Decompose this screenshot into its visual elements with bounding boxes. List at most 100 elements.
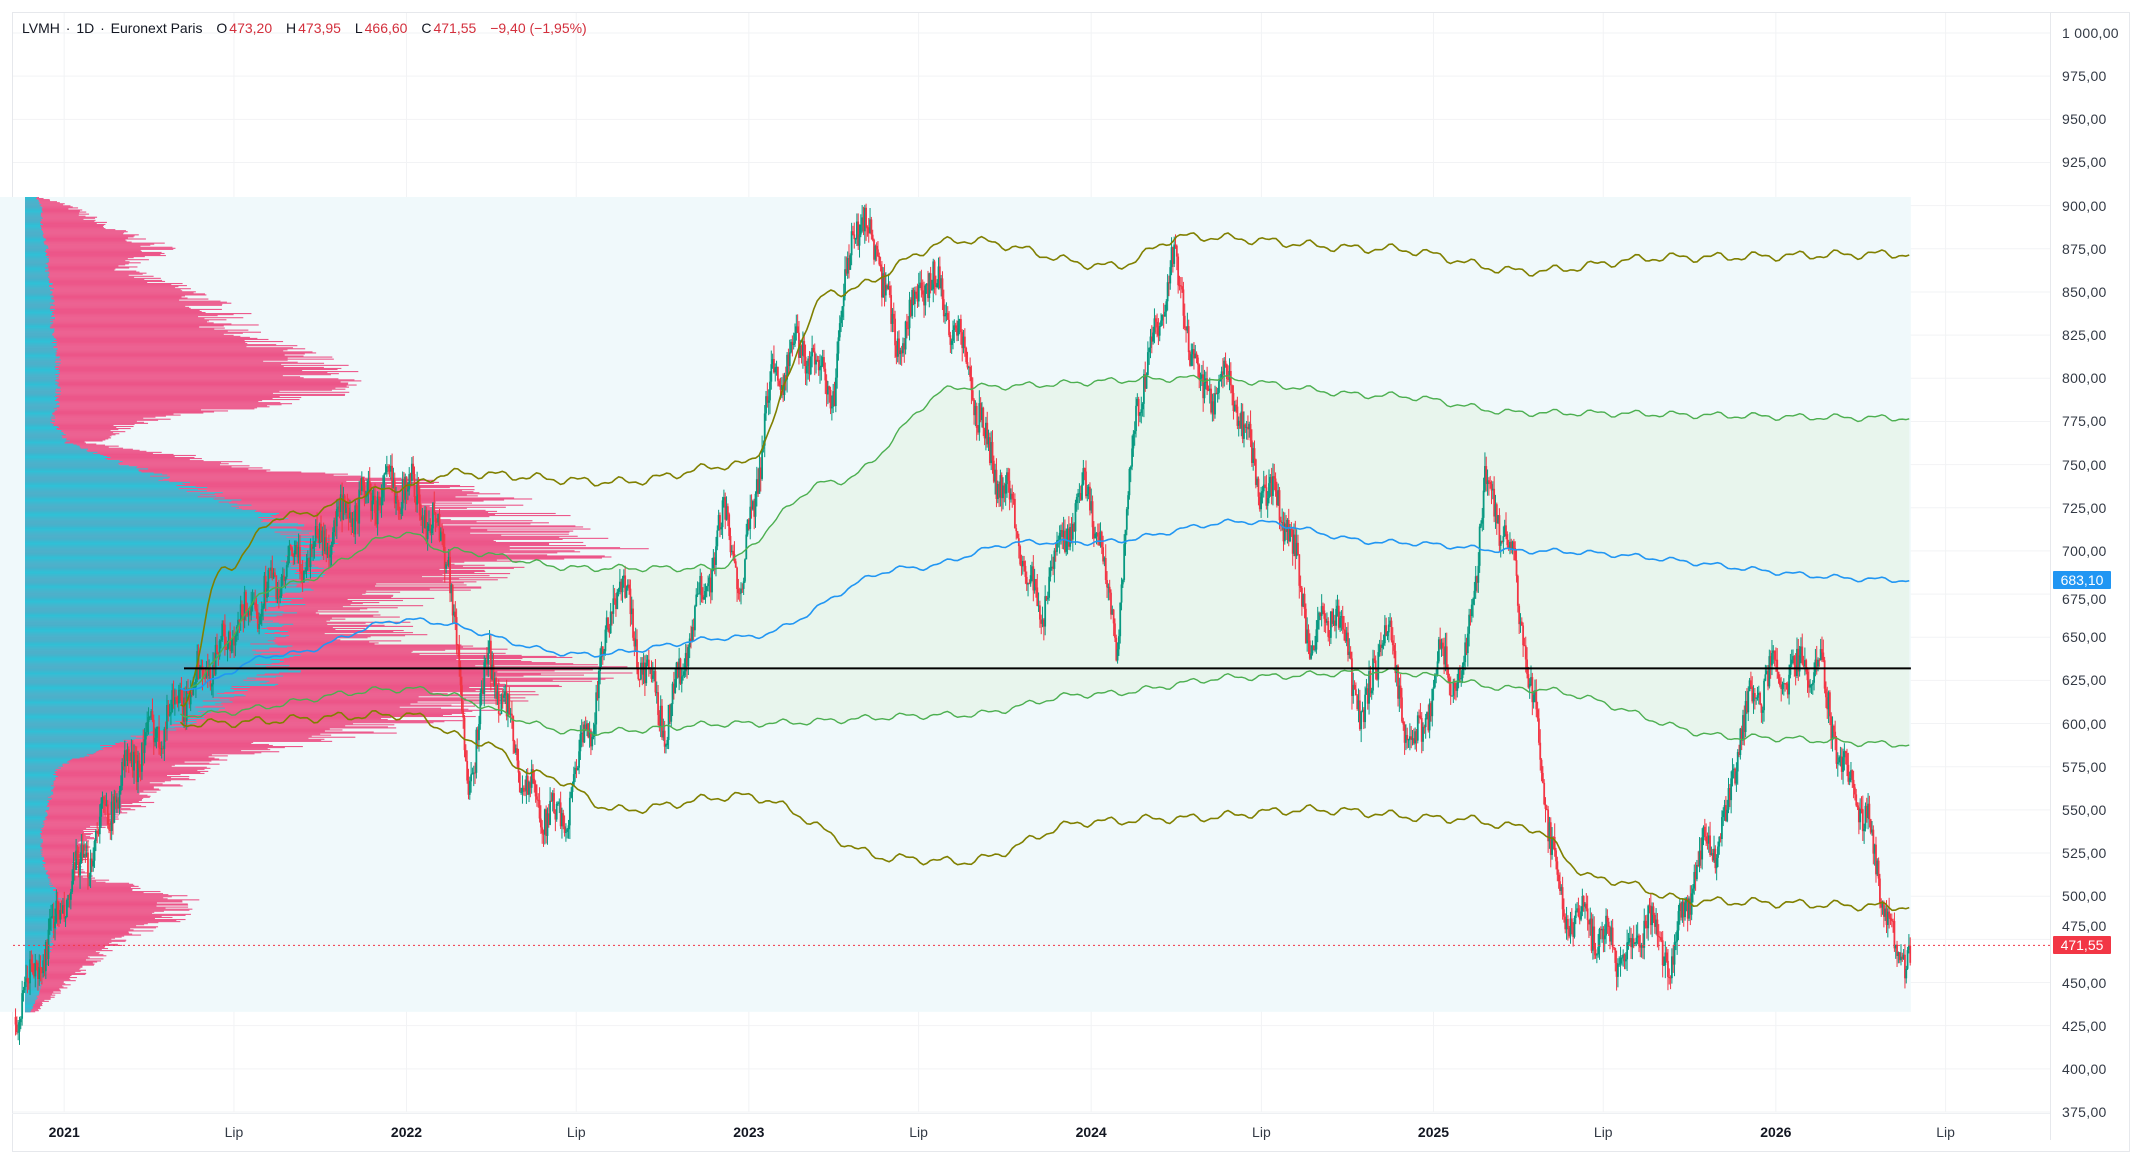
candle-body	[1648, 905, 1651, 907]
volume-profile-row-total	[25, 329, 249, 331]
candle-body	[931, 289, 933, 291]
candle-body	[43, 960, 46, 972]
volume-profile-row-up	[25, 794, 52, 796]
volume-profile-row-total	[25, 333, 224, 335]
candle-body	[1066, 528, 1069, 542]
candle-body	[949, 335, 952, 345]
volume-profile-row-up	[25, 758, 73, 760]
volume-profile-row-up	[25, 227, 42, 229]
candle-body	[900, 350, 903, 354]
volume-profile-row-up	[25, 799, 48, 801]
candle-body	[1821, 649, 1823, 653]
volume-profile-row-total	[25, 662, 556, 664]
candle-body	[167, 704, 170, 716]
volume-profile-row-up	[25, 380, 56, 382]
volume-profile-row-total	[25, 526, 584, 528]
candle-body	[928, 273, 931, 299]
candle-body	[277, 589, 280, 598]
time-axis-label: 2025	[1417, 1124, 1450, 1140]
volume-profile-row-up	[25, 940, 52, 942]
candle-body	[574, 767, 577, 775]
volume-profile-row-up	[25, 637, 275, 639]
volume-profile-row-total	[25, 411, 215, 413]
candle-body	[259, 616, 262, 625]
candle-body	[486, 659, 488, 664]
candle-body	[1840, 756, 1843, 772]
volume-profile-row-up	[25, 731, 151, 733]
candle-body	[1892, 920, 1894, 922]
volume-profile-row-total	[25, 897, 164, 899]
volume-profile-row-total	[25, 229, 116, 231]
volume-profile-row-total	[25, 924, 145, 926]
candle-body	[1156, 321, 1158, 328]
volume-profile-row-up	[25, 634, 281, 636]
candle-body	[884, 285, 887, 296]
volume-profile-row-up	[25, 301, 54, 303]
time-axis-label: 2022	[390, 1124, 423, 1140]
volume-profile-row-total	[25, 320, 209, 322]
candle-body	[1056, 540, 1058, 552]
candle-body	[1208, 388, 1211, 391]
candle-body	[716, 530, 719, 547]
volume-profile-row-up	[25, 819, 45, 821]
candle-body	[405, 476, 408, 492]
candle-body	[1170, 247, 1173, 268]
volume-profile-row-up	[25, 403, 58, 405]
candle-body	[771, 359, 774, 365]
volume-profile-row-total	[25, 871, 85, 873]
volume-profile-row-total	[25, 950, 113, 952]
volume-profile-row-total	[25, 828, 97, 830]
volume-profile-row-up	[25, 807, 50, 809]
candle-body	[1573, 918, 1576, 937]
candle-body	[1897, 952, 1900, 957]
volume-profile-row-total	[25, 234, 139, 236]
volume-profile-row-total	[25, 785, 183, 787]
candle-body	[395, 495, 397, 504]
volume-profile-row-up	[25, 382, 60, 384]
volume-profile-row-up	[25, 820, 44, 822]
volume-profile-row-up	[25, 881, 50, 883]
volume-profile-row-total	[25, 335, 241, 337]
volume-profile-row-up	[25, 407, 57, 409]
volume-profile-row-total	[25, 281, 148, 284]
volume-profile-row-up	[25, 617, 256, 619]
interval[interactable]: 1D	[76, 20, 95, 36]
symbol-name[interactable]: LVMH	[22, 20, 60, 36]
candle-body	[1743, 715, 1746, 732]
candle-body	[687, 647, 690, 667]
volume-profile-row-up	[25, 430, 62, 432]
candle-body	[56, 900, 59, 914]
volume-profile-row-total	[25, 694, 539, 696]
candle-body	[371, 500, 374, 512]
volume-profile-row-total	[25, 297, 188, 299]
candle-body	[1162, 315, 1165, 317]
volume-profile-row-up	[25, 512, 279, 515]
candle-body	[64, 917, 67, 919]
volume-profile-row-up	[25, 459, 108, 461]
candle-body	[435, 521, 438, 523]
candle-body	[1498, 515, 1501, 546]
candle-body	[351, 518, 354, 527]
volume-profile-row-total	[25, 800, 139, 803]
volume-profile-row-up	[25, 792, 54, 794]
candle-body	[179, 689, 182, 691]
candle-body	[1490, 484, 1493, 491]
volume-profile-row-total	[25, 405, 268, 407]
volume-profile-row-up	[25, 823, 43, 825]
volume-profile-row-total	[25, 501, 436, 503]
candle-body	[1469, 614, 1472, 616]
volume-profile-row-up	[25, 955, 50, 957]
volume-profile-row-up	[25, 725, 170, 727]
volume-profile-row-total	[25, 285, 187, 287]
candle-body	[1168, 282, 1170, 284]
candle-body	[651, 675, 654, 679]
volume-profile-row-up	[25, 700, 203, 702]
volume-profile-row-up	[25, 480, 170, 482]
candle-body	[1651, 906, 1654, 926]
volume-profile-row-total	[25, 400, 263, 402]
candle-body	[197, 651, 200, 679]
candle-body	[913, 291, 916, 305]
candle-body	[1125, 509, 1128, 530]
volume-profile-row-up	[25, 757, 80, 759]
